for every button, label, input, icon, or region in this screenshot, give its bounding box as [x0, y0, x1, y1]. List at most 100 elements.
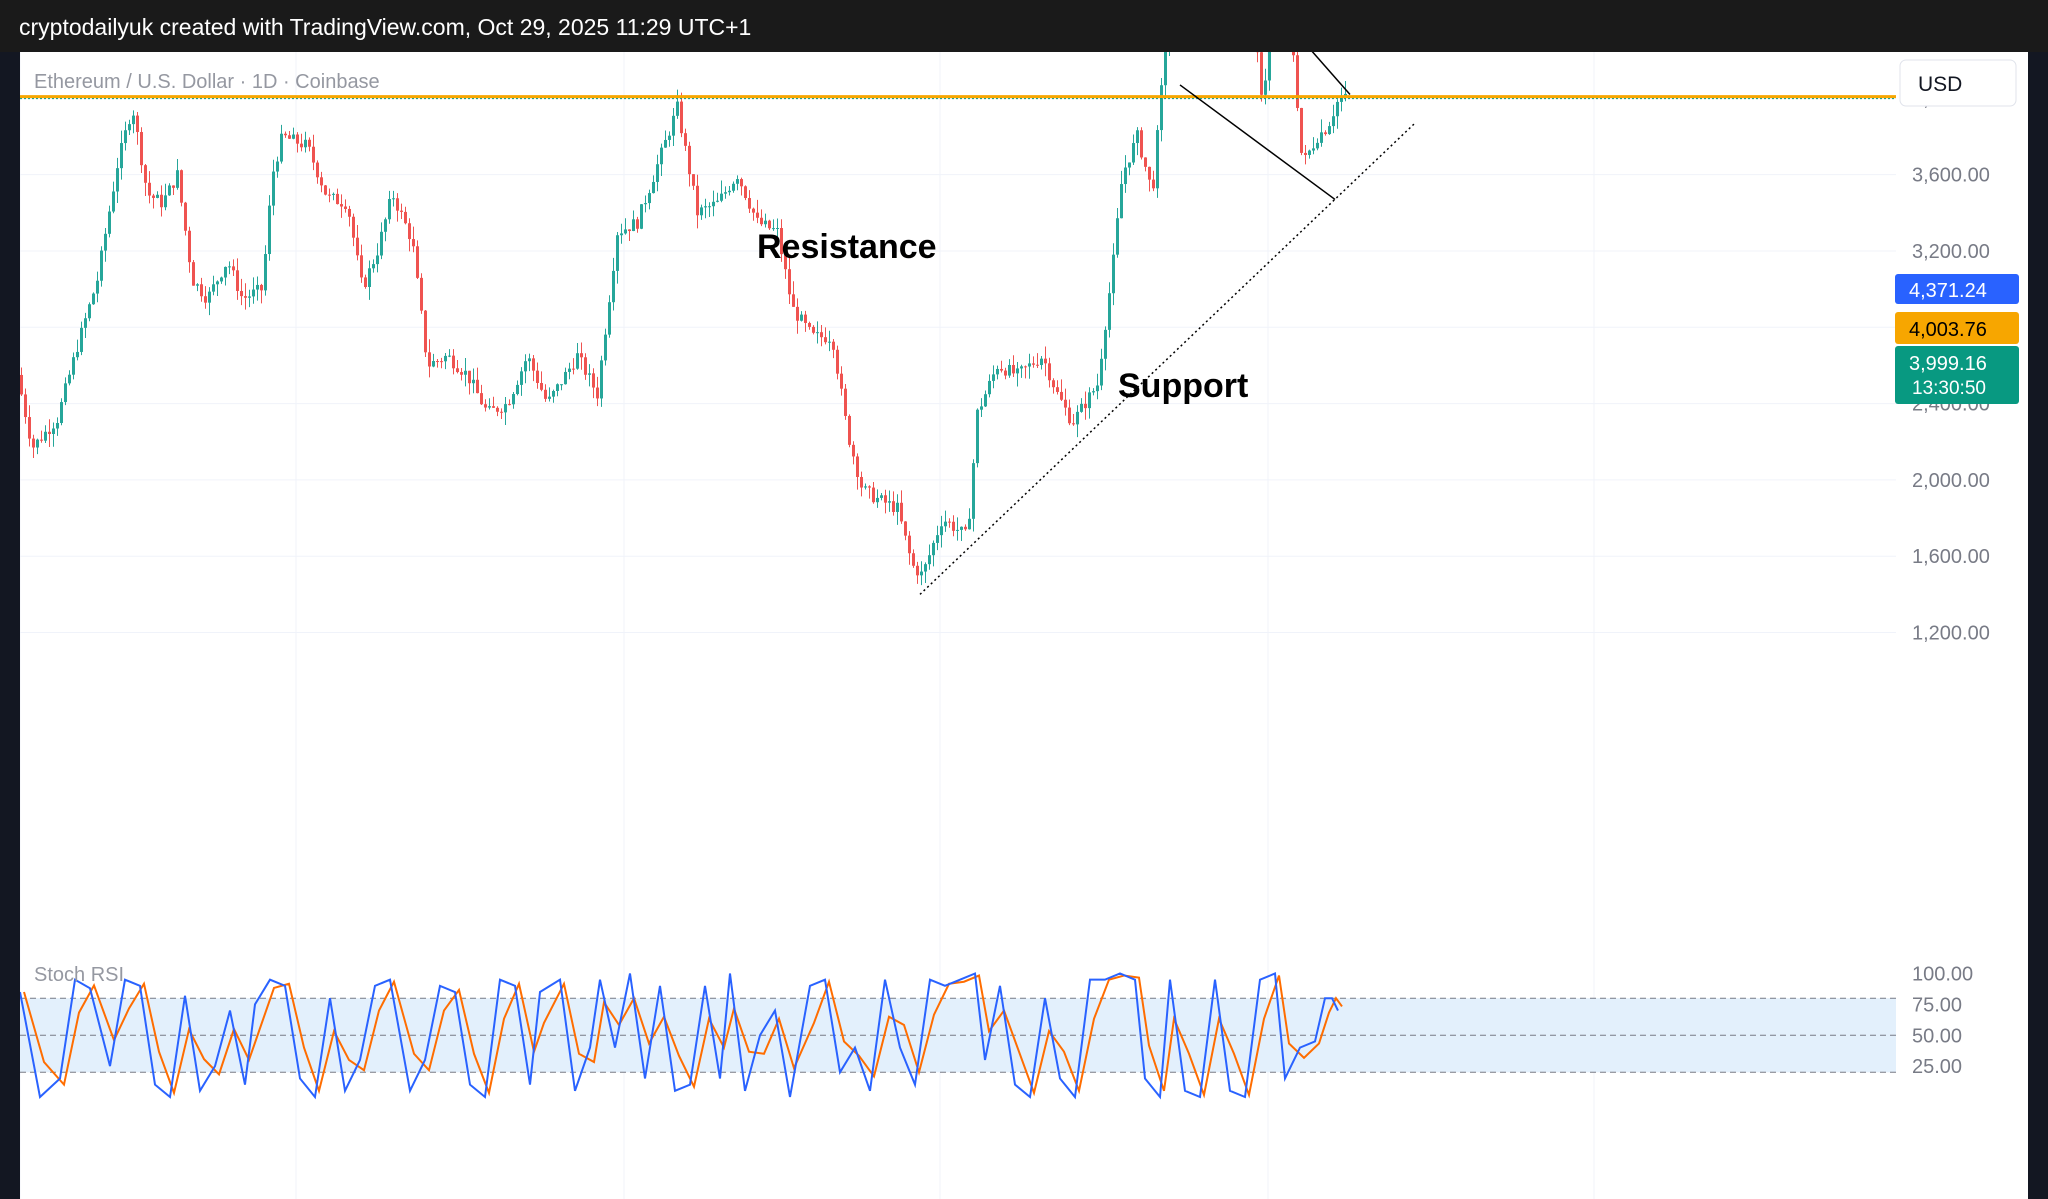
candle-body — [1044, 358, 1047, 364]
candle-body — [280, 133, 283, 162]
header-caption: cryptodailyuk created with TradingView.c… — [19, 14, 752, 40]
candle-body — [760, 217, 763, 225]
candle-body — [192, 262, 195, 286]
candle-body — [1064, 399, 1067, 408]
candle-body — [468, 370, 471, 384]
last-price-badge: 3,999.16 13:30:50 — [1895, 346, 2019, 404]
candle-body — [916, 565, 919, 576]
resistance-label: Resistance — [757, 228, 937, 266]
candle-body — [1264, 80, 1267, 95]
candle-body — [1124, 167, 1127, 185]
candle-body — [392, 198, 395, 200]
candle-body — [732, 183, 735, 191]
candle-body — [296, 134, 299, 144]
candle-body — [484, 404, 487, 408]
candle-body — [836, 349, 839, 374]
candle-body — [1120, 184, 1123, 219]
candle-body — [752, 208, 755, 213]
candle-body — [984, 394, 987, 407]
candle-body — [228, 266, 231, 268]
chart-title: Ethereum / U.S. Dollar · 1D · Coinbase — [34, 71, 380, 93]
candle-body — [1316, 142, 1319, 149]
candle-body — [328, 194, 331, 196]
support-badge-value: 4,003.76 — [1909, 319, 1987, 341]
candle-body — [1128, 162, 1131, 168]
candle-body — [56, 422, 59, 429]
chart-svg[interactable]: 5,200.004,800.004,000.003,600.003,200.00… — [20, 52, 2028, 1199]
candle-body — [116, 168, 119, 192]
candle-body — [344, 206, 347, 209]
candle-body — [1100, 358, 1103, 386]
candle-body — [120, 143, 123, 169]
candle-body — [596, 387, 599, 399]
candle-body — [904, 521, 907, 536]
candle-body — [948, 521, 951, 523]
candle-body — [776, 228, 779, 230]
candle-body — [1332, 116, 1335, 127]
candle-body — [724, 192, 727, 194]
candle-body — [1020, 366, 1023, 369]
candle-body — [340, 204, 343, 207]
candle-body — [672, 115, 675, 136]
candle-body — [1132, 143, 1135, 163]
candle-body — [728, 190, 731, 193]
candle-body — [252, 289, 255, 297]
candle-body — [432, 361, 435, 367]
candle-body — [1024, 366, 1027, 368]
candle-body — [480, 393, 483, 405]
candle-body — [500, 411, 503, 413]
candle-body — [1084, 403, 1087, 409]
candle-body — [592, 373, 595, 388]
candle-body — [104, 233, 107, 251]
candle-body — [860, 476, 863, 488]
candle-body — [460, 372, 463, 375]
candle-body — [60, 402, 63, 423]
candle-body — [396, 198, 399, 211]
price-tick-label: 3,200.00 — [1912, 241, 1990, 263]
candle-body — [940, 526, 943, 536]
overlay-lines — [20, 52, 1896, 595]
candle-body — [972, 463, 975, 519]
candle-body — [624, 229, 627, 234]
candle-body — [276, 161, 279, 172]
candle-body — [896, 502, 899, 512]
price-tick-label: 1,600.00 — [1912, 546, 1990, 568]
candle-body — [420, 277, 423, 311]
candle-body — [600, 360, 603, 399]
candle-body — [580, 353, 583, 358]
currency-button[interactable]: USD — [1899, 59, 2017, 107]
candle-body — [1260, 52, 1263, 95]
candle-body — [196, 284, 199, 286]
candle-body — [800, 314, 803, 321]
countdown-value: 13:30:50 — [1912, 378, 1986, 399]
candle-body — [996, 368, 999, 375]
candle-body — [1304, 152, 1307, 155]
price-tick-label: 1,200.00 — [1912, 623, 1990, 645]
candle-body — [1148, 166, 1151, 180]
candle-body — [808, 322, 811, 327]
candle-body — [1060, 391, 1063, 400]
candle-body — [992, 374, 995, 381]
candle-body — [260, 284, 263, 291]
candle-body — [148, 182, 151, 196]
candle-body — [920, 571, 923, 576]
candle-body — [1292, 52, 1295, 56]
candle-body — [516, 384, 519, 395]
candle-body — [284, 133, 287, 136]
candle-body — [428, 352, 431, 367]
candle-body — [680, 101, 683, 134]
candle-body — [400, 210, 403, 212]
candle-body — [964, 526, 967, 530]
candle-body — [200, 284, 203, 297]
candle-body — [96, 280, 99, 294]
candle-body — [812, 326, 815, 333]
support-badge: 4,003.76 — [1895, 312, 2019, 344]
chart-panel[interactable]: 5,200.004,800.004,000.003,600.003,200.00… — [20, 52, 2028, 1199]
candle-body — [124, 130, 127, 144]
candle-body — [764, 220, 767, 225]
candle-body — [572, 368, 575, 370]
candle-body — [1012, 364, 1015, 374]
candle-body — [288, 135, 291, 139]
candle-body — [176, 170, 179, 188]
candle-body — [1072, 423, 1075, 425]
